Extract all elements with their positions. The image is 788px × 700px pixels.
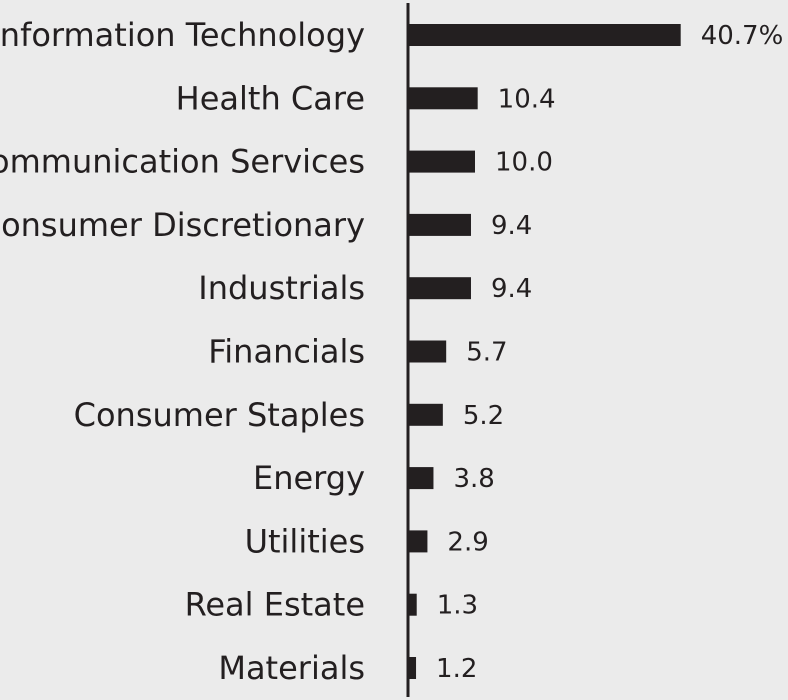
category-label-5: Financials — [208, 333, 365, 371]
value-label-2: 10.0 — [495, 148, 553, 178]
bar-1 — [408, 87, 478, 110]
value-label-3: 9.4 — [491, 211, 532, 241]
bar-7 — [408, 467, 434, 490]
value-label-4: 9.4 — [491, 274, 532, 304]
bar-4 — [408, 277, 471, 300]
category-label-1: Health Care — [176, 79, 365, 117]
value-label-5: 5.7 — [466, 338, 507, 368]
bar-5 — [408, 340, 447, 363]
value-label-6: 5.2 — [463, 401, 504, 431]
bar-2 — [408, 150, 475, 173]
category-label-3: Consumer Discretionary — [0, 206, 365, 244]
bars-layer — [408, 24, 681, 679]
bar-6 — [408, 403, 443, 426]
value-labels-layer: 40.7% 10.4 10.0 9.4 9.4 5.7 5.2 3.8 2.9 1.3 1.2 — [436, 21, 783, 684]
category-label-9: Real Estate — [185, 586, 365, 624]
value-label-10: 1.2 — [436, 654, 477, 684]
bar-0 — [408, 24, 681, 46]
value-label-9: 1.3 — [437, 591, 478, 621]
value-label-0: 40.7% — [701, 21, 784, 51]
bar-3 — [408, 213, 471, 236]
category-label-10: Materials — [218, 649, 365, 687]
value-label-8: 2.9 — [447, 527, 488, 557]
value-label-1: 10.4 — [498, 84, 556, 114]
category-label-0: Information Technology — [0, 16, 365, 54]
bar-8 — [408, 530, 428, 553]
category-label-6: Consumer Staples — [74, 396, 365, 434]
category-label-2: Communication Services — [0, 143, 365, 181]
category-label-4: Industrials — [198, 269, 365, 307]
category-label-7: Energy — [253, 459, 365, 497]
category-label-8: Utilities — [245, 522, 365, 560]
value-label-7: 3.8 — [453, 464, 494, 494]
category-labels-layer: Information Technology Health Care Communi… — [0, 16, 365, 687]
bar-9 — [408, 593, 417, 616]
bar-10 — [408, 657, 417, 679]
